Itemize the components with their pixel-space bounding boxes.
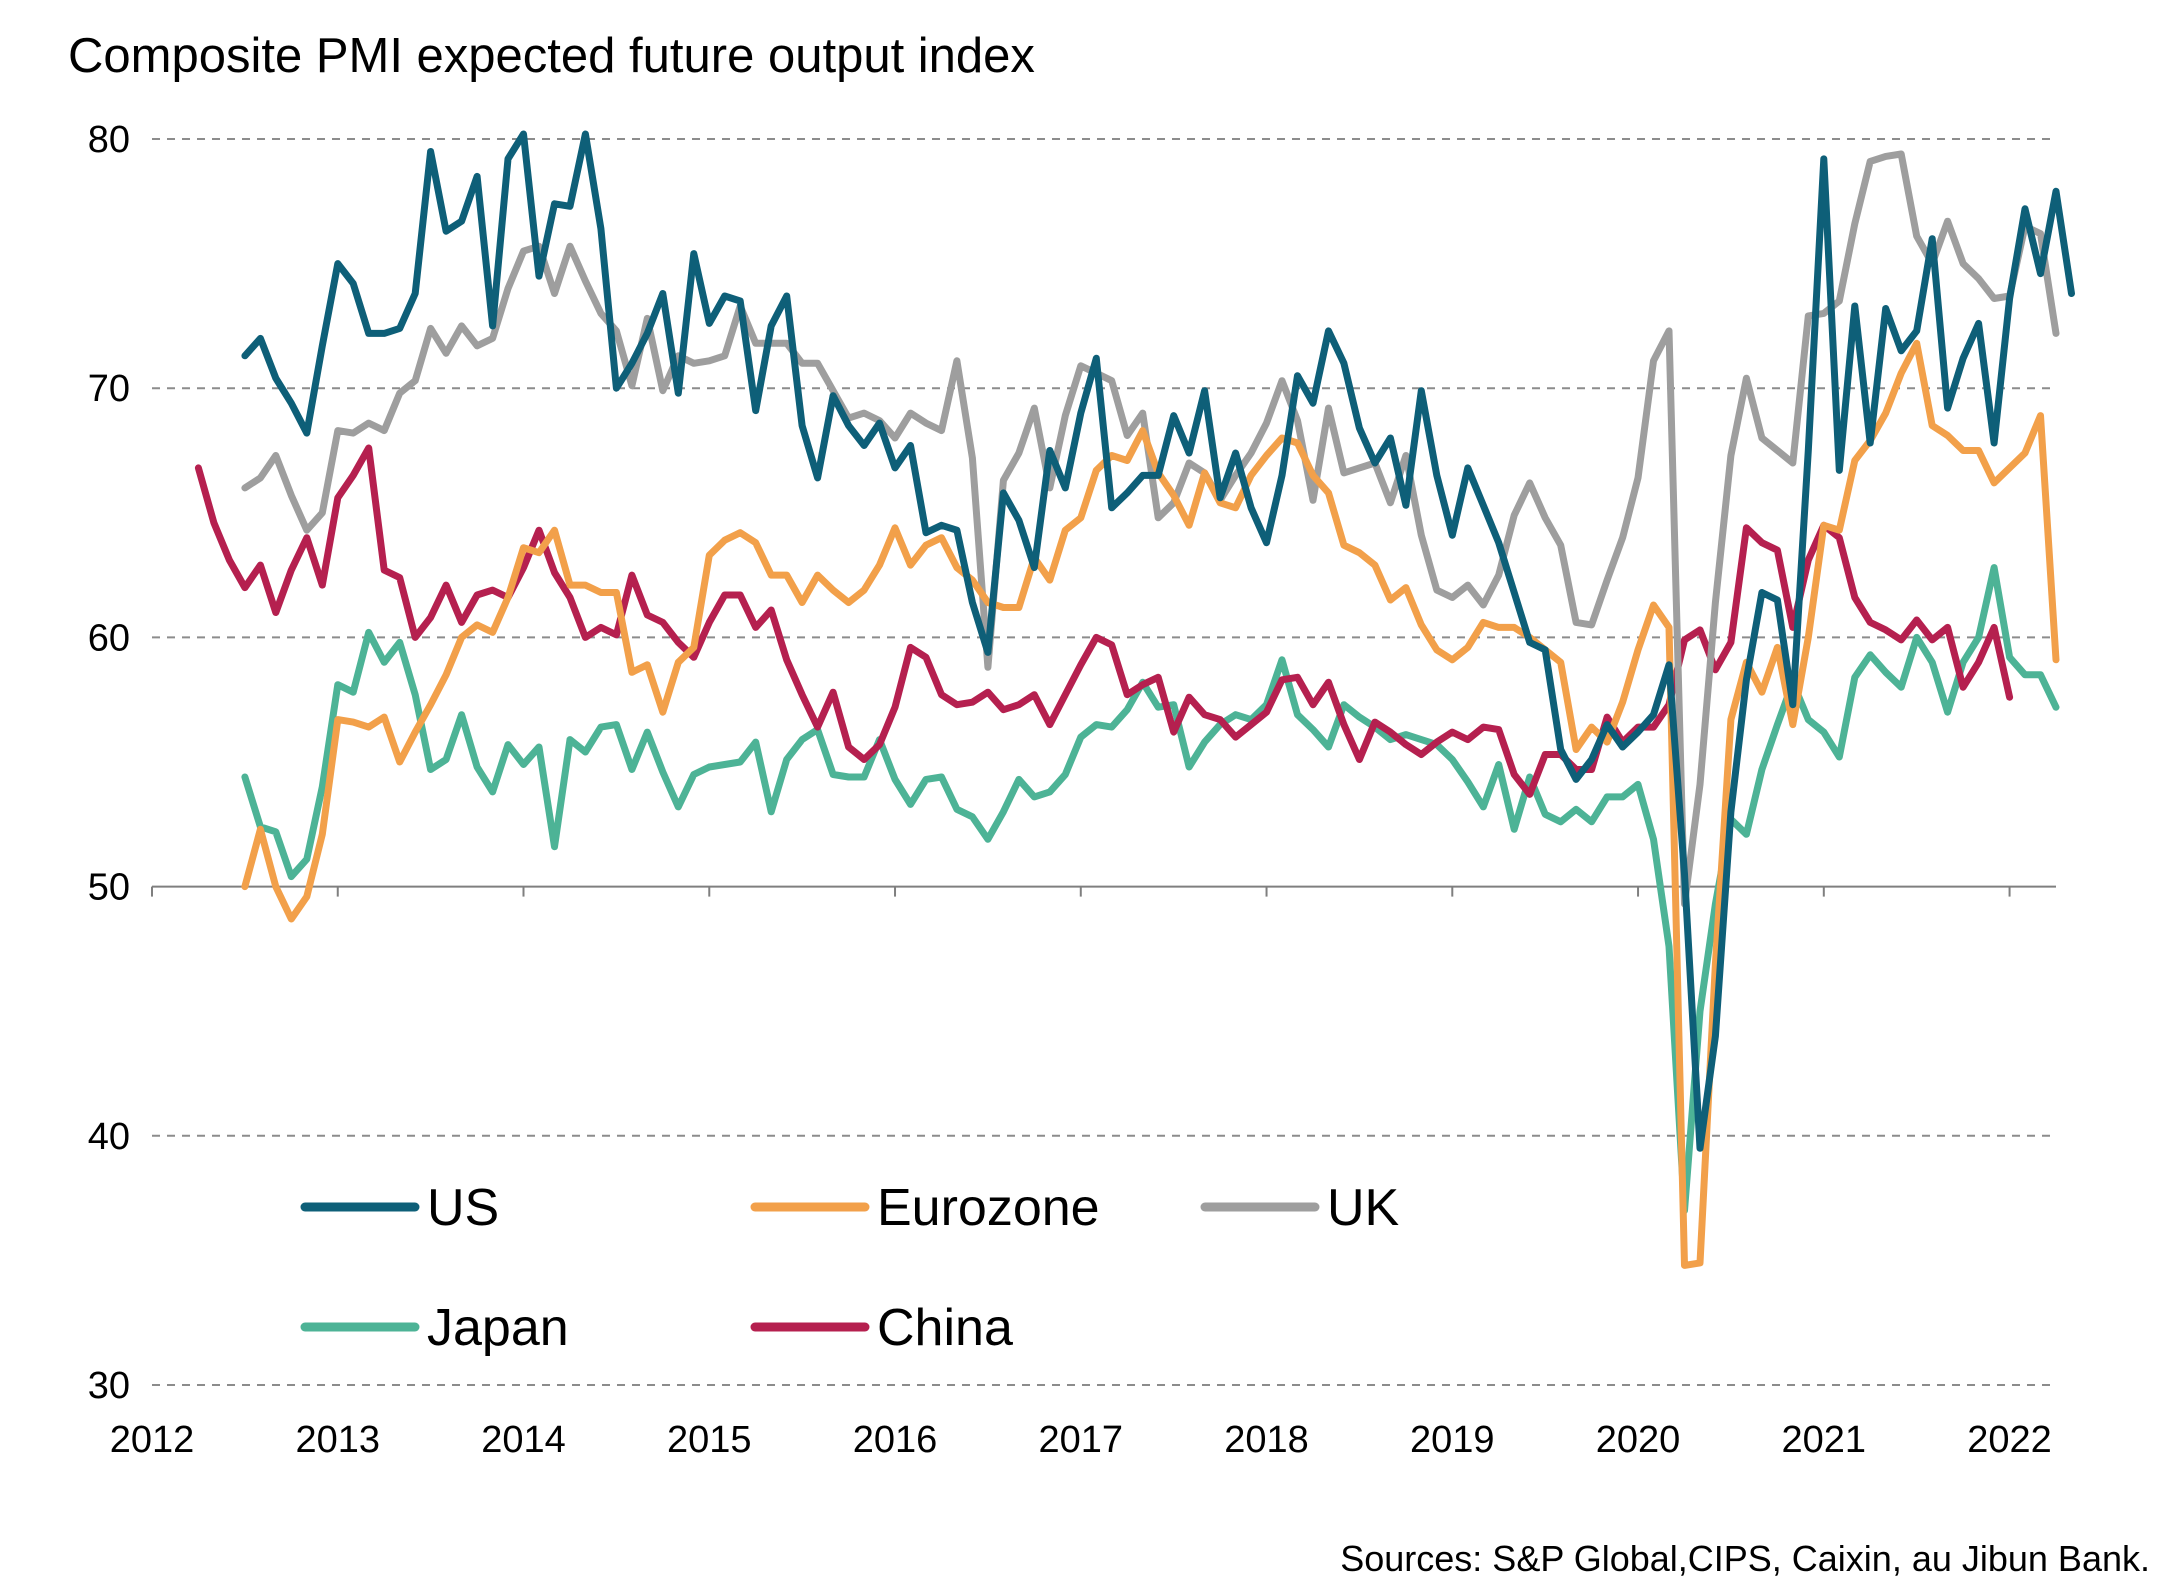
x-tick-label: 2015 [667, 1419, 752, 1461]
x-tick-label: 2019 [1410, 1419, 1495, 1461]
x-tick-label: 2020 [1596, 1419, 1681, 1461]
y-tick-label: 30 [88, 1365, 130, 1407]
legend-label-eurozone: Eurozone [877, 1179, 1100, 1237]
series-line-eurozone [241, 339, 2060, 1269]
x-tick-label: 2021 [1782, 1419, 1867, 1461]
series-line-china [194, 444, 2014, 798]
y-axis-ticks: 30 40 50 60 70 80 [88, 119, 130, 1407]
y-tick-label: 50 [88, 867, 130, 909]
legend-label-japan: Japan [427, 1299, 569, 1357]
source-note: Sources: S&P Global,CIPS, Caixin, au Jib… [1340, 1538, 2150, 1579]
legend-label-us: US [427, 1179, 499, 1237]
x-axis-ticks: 2012 2013 2014 2015 2016 2017 2018 2019 2020 2021… [110, 886, 2052, 1461]
y-tick-label: 60 [88, 617, 130, 659]
x-tick-label: 2016 [853, 1419, 938, 1461]
x-tick-label: 2022 [1967, 1419, 2052, 1461]
y-tick-label: 70 [88, 368, 130, 410]
y-tick-label: 40 [88, 1116, 130, 1158]
x-tick-label: 2018 [1224, 1419, 1309, 1461]
series-line-japan [241, 564, 2060, 1215]
y-tick-label: 80 [88, 119, 130, 161]
x-tick-label: 2013 [295, 1419, 380, 1461]
x-tick-label: 2014 [481, 1419, 566, 1461]
legend: US Eurozone UK Japan China [300, 1179, 1400, 1357]
series-line-uk [241, 150, 2060, 908]
grid-lines [152, 138, 2056, 1386]
legend-label-china: China [877, 1299, 1013, 1357]
x-tick-label: 2012 [110, 1419, 195, 1461]
chart-title: Composite PMI expected future output ind… [68, 29, 1035, 83]
legend-label-uk: UK [1327, 1179, 1400, 1237]
series-lines [194, 130, 2075, 1269]
x-tick-label: 2017 [1039, 1419, 1124, 1461]
series-line-us [241, 130, 2075, 1152]
